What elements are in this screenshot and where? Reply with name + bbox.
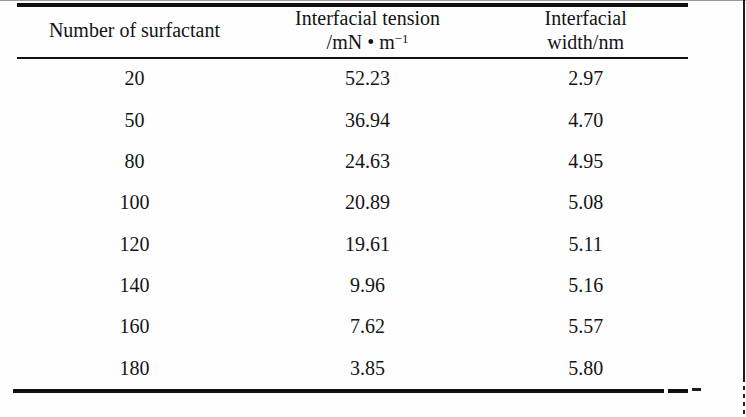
table-row: 50 36.94 4.70 — [17, 99, 688, 140]
table-bottom-rule-segment — [668, 389, 688, 393]
cell-surfactant: 160 — [17, 315, 252, 338]
cell-surfactant: 120 — [17, 233, 252, 256]
header-col2-units: /mN • m−1 — [327, 30, 409, 54]
table-row: 100 20.89 5.08 — [17, 182, 688, 223]
cell-surfactant: 140 — [17, 274, 252, 297]
cell-tension: 36.94 — [252, 109, 483, 132]
cell-surfactant: 180 — [17, 357, 252, 380]
cell-tension: 3.85 — [252, 357, 483, 380]
cell-surfactant: 20 — [17, 67, 252, 90]
cell-surfactant: 50 — [17, 109, 252, 132]
scan-right-edge-dashed-line — [743, 378, 745, 417]
header-col2-units-exponent: −1 — [395, 31, 409, 46]
cell-width: 5.08 — [483, 191, 688, 214]
cell-tension: 9.96 — [252, 274, 483, 297]
table-row: 120 19.61 5.11 — [17, 224, 688, 265]
header-interfacial-width: Interfacial width/nm — [483, 6, 688, 54]
cell-width: 5.16 — [483, 274, 688, 297]
table-bottom-rule — [13, 389, 664, 393]
table-header-row: Number of surfactant Interfacial tension… — [17, 5, 688, 55]
table-row: 20 52.23 2.97 — [17, 58, 688, 99]
table-row: 140 9.96 5.16 — [17, 265, 688, 306]
table-body: 20 52.23 2.97 50 36.94 4.70 80 24.63 4.9… — [17, 58, 688, 389]
cell-width: 5.80 — [483, 357, 688, 380]
cell-width: 5.57 — [483, 315, 688, 338]
cell-width: 4.95 — [483, 150, 688, 173]
cell-width: 5.11 — [483, 233, 688, 256]
header-interfacial-tension: Interfacial tension /mN • m−1 — [252, 6, 483, 54]
cell-tension: 24.63 — [252, 150, 483, 173]
table-row: 80 24.63 4.95 — [17, 141, 688, 182]
header-col1-line1: Number of surfactant — [49, 18, 220, 42]
cell-width: 2.97 — [483, 67, 688, 90]
table-bottom-rule-tick — [692, 388, 701, 391]
header-col3-line2: width/nm — [547, 30, 624, 54]
table-row: 180 3.85 5.80 — [17, 348, 688, 389]
header-col2-line1: Interfacial tension — [295, 6, 440, 30]
cell-tension: 20.89 — [252, 191, 483, 214]
cell-surfactant: 100 — [17, 191, 252, 214]
cell-tension: 52.23 — [252, 67, 483, 90]
cell-tension: 19.61 — [252, 233, 483, 256]
cell-surfactant: 80 — [17, 150, 252, 173]
header-col2-units-base: /mN • m — [327, 31, 395, 53]
cell-tension: 7.62 — [252, 315, 483, 338]
cell-width: 4.70 — [483, 109, 688, 132]
header-col3-line1: Interfacial — [545, 6, 627, 30]
table-row: 160 7.62 5.57 — [17, 306, 688, 347]
scanned-paper-table-page: Number of surfactant Interfacial tension… — [0, 0, 746, 417]
scan-right-edge-line — [743, 0, 745, 378]
header-number-of-surfactant: Number of surfactant — [17, 18, 252, 42]
scan-top-edge-line — [0, 0, 746, 1]
